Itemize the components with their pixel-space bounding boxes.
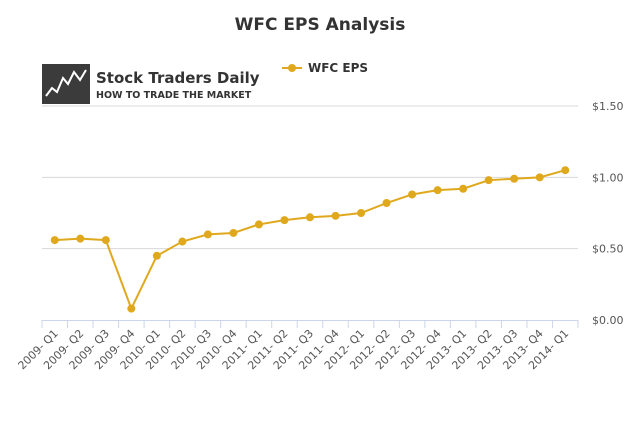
y-tick-label: $0.50 xyxy=(592,243,624,256)
data-point[interactable] xyxy=(459,184,468,193)
data-point[interactable] xyxy=(178,237,187,246)
data-point[interactable] xyxy=(561,166,570,175)
y-tick-label: $0.00 xyxy=(592,314,624,327)
data-point[interactable] xyxy=(76,234,85,243)
legend: WFC EPS xyxy=(282,61,368,75)
data-point[interactable] xyxy=(229,228,238,237)
data-point[interactable] xyxy=(382,199,391,208)
data-point[interactable] xyxy=(50,236,59,245)
logo-title: Stock Traders Daily xyxy=(96,69,260,87)
data-point[interactable] xyxy=(535,173,544,182)
y-tick-label: $1.50 xyxy=(592,100,624,113)
stock-chart-logo-icon xyxy=(45,69,87,97)
data-point[interactable] xyxy=(101,236,110,245)
data-point[interactable] xyxy=(152,251,161,260)
data-point[interactable] xyxy=(510,174,519,183)
data-point[interactable] xyxy=(331,211,340,220)
data-point[interactable] xyxy=(357,209,366,217)
data-points xyxy=(50,166,570,313)
logo-icon-box xyxy=(42,64,90,104)
legend-marker xyxy=(288,64,296,72)
data-point[interactable] xyxy=(203,230,212,239)
y-tick-label: $1.00 xyxy=(592,171,624,184)
data-point[interactable] xyxy=(127,304,136,313)
data-point[interactable] xyxy=(433,186,442,195)
gridlines xyxy=(42,105,578,250)
series-line-wfc-eps xyxy=(54,169,566,312)
data-point[interactable] xyxy=(408,190,417,199)
data-point[interactable] xyxy=(306,213,314,222)
chart-title: WFC EPS Analysis xyxy=(235,15,406,35)
data-point[interactable] xyxy=(484,176,493,185)
data-point[interactable] xyxy=(254,220,263,229)
logo: Stock Traders Daily HOW TO TRADE THE MAR… xyxy=(42,64,260,104)
data-point[interactable] xyxy=(280,216,289,225)
logo-subtitle: HOW TO TRADE THE MARKET xyxy=(96,90,252,101)
y-axis-ticks: $0.00 $0.50 $1.00 $1.50 xyxy=(592,100,624,327)
legend-label: WFC EPS xyxy=(308,61,368,75)
